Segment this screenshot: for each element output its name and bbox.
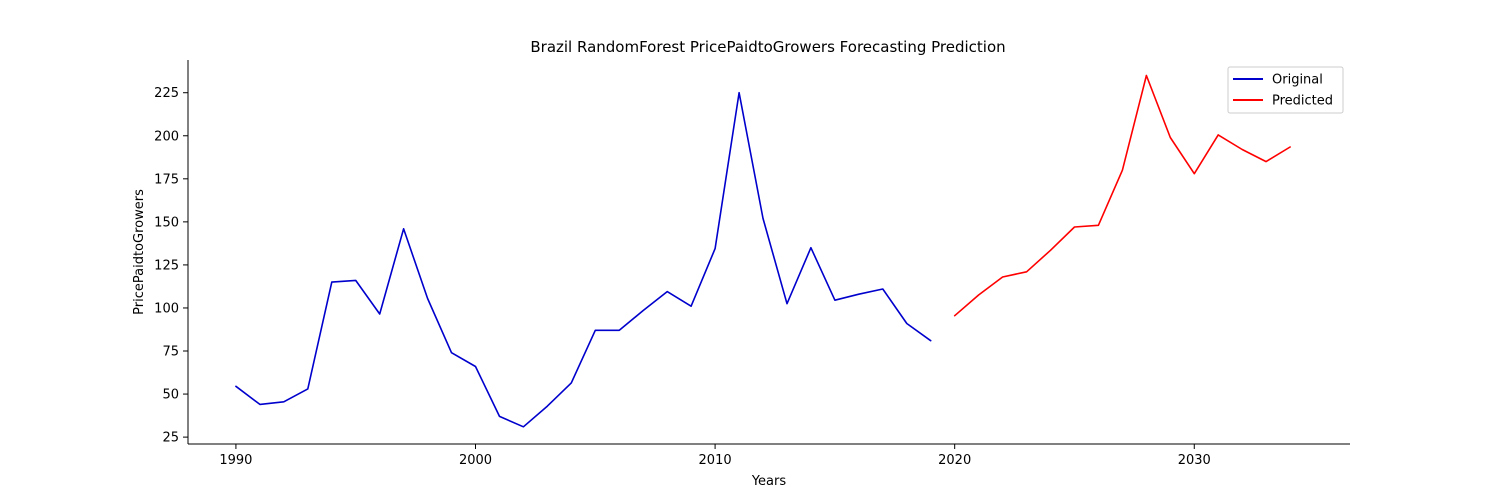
chart-title: Brazil RandomForest PricePaidtoGrowers F… bbox=[530, 38, 1005, 56]
y-tick-label: 125 bbox=[154, 258, 179, 273]
x-tick-label: 2000 bbox=[459, 453, 492, 468]
x-tick-label: 1990 bbox=[219, 453, 252, 468]
legend-predicted-label: Predicted bbox=[1272, 94, 1333, 109]
y-axis-title: PricePaidtoGrowers bbox=[132, 189, 147, 315]
y-tick-label: 100 bbox=[154, 301, 179, 316]
y-tick-label: 175 bbox=[154, 172, 179, 187]
x-ticks: 1990 2000 2010 2020 2030 bbox=[219, 444, 1211, 468]
y-tick-label: 75 bbox=[162, 345, 179, 360]
x-tick-label: 2030 bbox=[1178, 453, 1211, 468]
plot-lines bbox=[235, 74, 1291, 428]
y-tick-label: 150 bbox=[154, 215, 179, 230]
y-tick-label: 50 bbox=[162, 388, 179, 403]
x-tick-label: 2010 bbox=[699, 453, 732, 468]
y-tick-label: 200 bbox=[154, 129, 179, 144]
x-tick-label: 2020 bbox=[938, 453, 971, 468]
legend-original-label: Original bbox=[1272, 73, 1323, 88]
x-axis-title: Years bbox=[751, 474, 787, 489]
series-line-original bbox=[235, 91, 932, 428]
y-ticks: 25 50 75 100 125 150 175 200 225 bbox=[154, 86, 188, 446]
legend: Original Predicted bbox=[1227, 66, 1344, 114]
y-tick-label: 225 bbox=[154, 86, 179, 101]
y-tick-label: 25 bbox=[162, 431, 179, 446]
series-line-predicted bbox=[953, 74, 1291, 317]
